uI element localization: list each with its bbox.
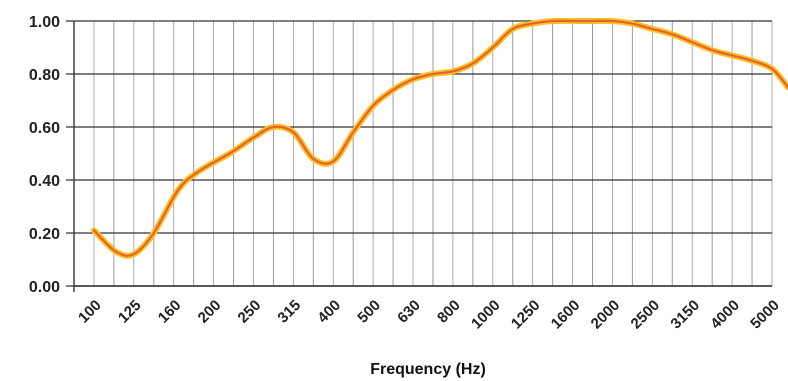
chart-axes [73,21,772,292]
x-tick-label: 250 [235,297,265,327]
x-tick-label: 400 [314,297,344,327]
series-line-glow [90,17,788,259]
x-tick-label: 125 [115,297,145,327]
horizontal-gridlines [66,20,772,287]
y-tick-label: 0.40 [29,173,60,190]
x-tick-labels: 100 125 160 200 250 315 400 500 630 800 1000 1250 16… [75,297,783,333]
x-tick-label: 2500 [628,297,664,333]
x-tick-label: 800 [434,297,464,327]
x-tick-label: 100 [75,297,105,327]
y-tick-label: 0.60 [29,120,60,137]
y-tick-label: 0.20 [29,226,60,243]
y-tick-labels: 0.00 0.20 0.40 0.60 0.80 1.00 [29,14,60,296]
x-tick-label: 2000 [588,297,624,333]
y-tick-label: 0.00 [29,279,60,296]
x-tick-label: 3150 [667,297,703,333]
y-tick-label: 0.80 [29,67,60,84]
x-axis-title: Frequency (Hz) [370,361,486,378]
x-tick-label: 315 [274,297,304,327]
x-tick-label: 4000 [707,297,743,333]
x-tick-label: 630 [394,297,424,327]
x-tick-label: 1250 [508,297,544,333]
x-tick-label: 5000 [747,297,783,333]
x-tick-label: 160 [155,297,185,327]
x-tick-label: 1600 [548,297,584,333]
x-tick-label: 500 [354,297,384,327]
x-tick-label: 200 [195,297,225,327]
vertical-gridlines [73,21,773,286]
x-tick-label: 1000 [468,297,504,333]
series-lines [90,17,788,259]
series-line [92,19,788,257]
y-tick-label: 1.00 [29,14,60,31]
